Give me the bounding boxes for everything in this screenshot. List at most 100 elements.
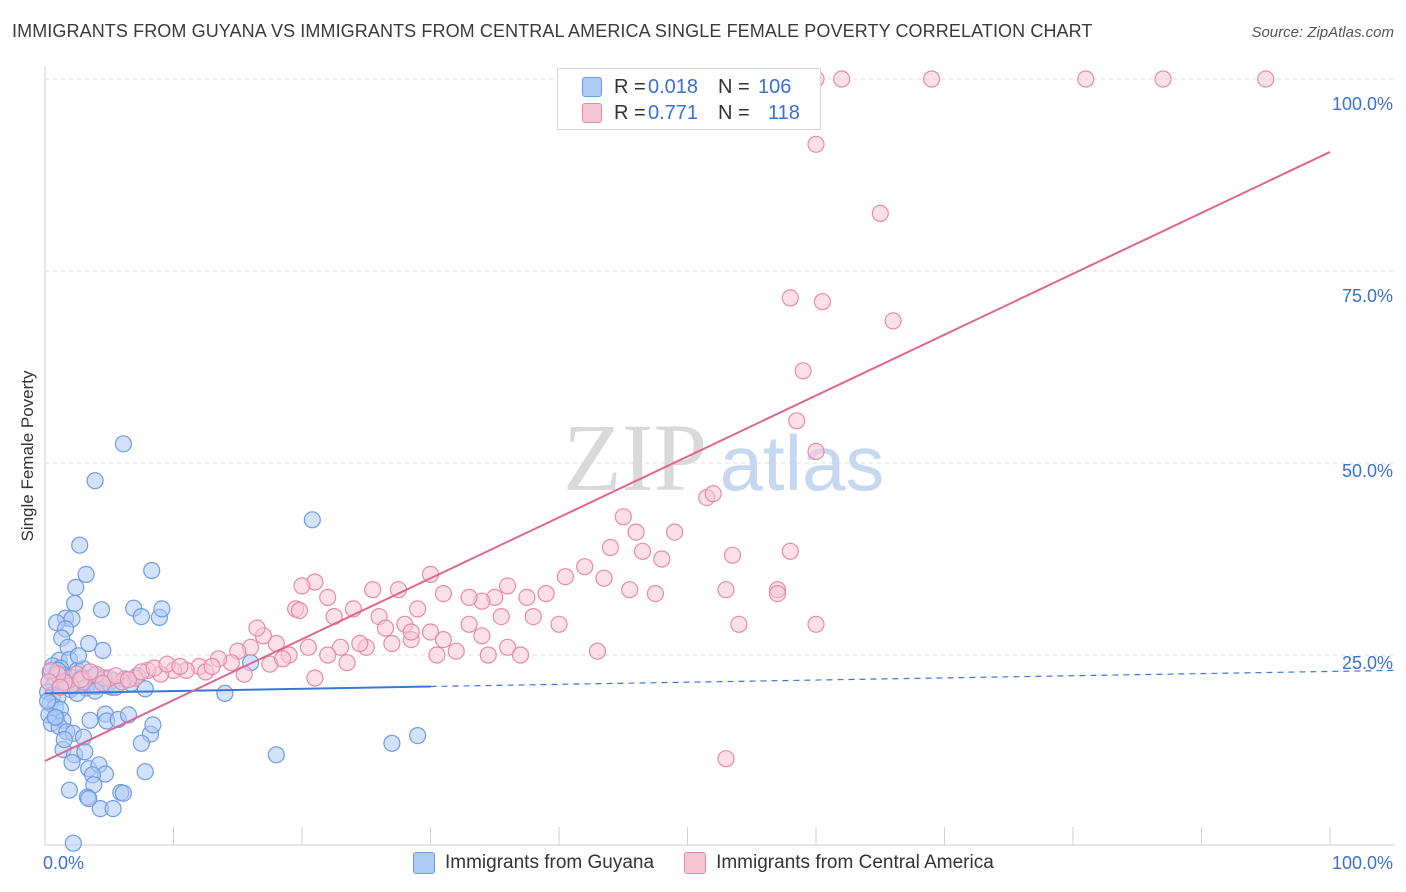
guyana-point: [383, 734, 401, 752]
central-america-point: [627, 523, 645, 541]
central-america-point: [781, 542, 799, 560]
y-tick-label: 100.0%: [1332, 94, 1393, 114]
guyana-point: [86, 472, 104, 490]
central-america-point: [409, 600, 427, 618]
guyana-point: [71, 536, 89, 554]
central-america-point: [171, 657, 189, 676]
central-america-point: [338, 654, 356, 672]
grid-lines: [45, 78, 1395, 656]
y-axis-title: Single Female Poverty: [18, 370, 37, 542]
central-america-point: [299, 638, 317, 656]
guyana-point: [132, 734, 150, 752]
central-america-point: [460, 588, 478, 607]
central-america-point: [550, 615, 568, 633]
legend-n-label: N =: [718, 101, 750, 124]
central-america-point: [306, 669, 324, 687]
central-america-point: [704, 485, 722, 503]
central-america-point: [51, 678, 70, 696]
central-america-point: [460, 615, 478, 633]
central-america-point: [833, 70, 851, 88]
chart-title: IMMIGRANTS FROM GUYANA VS IMMIGRANTS FRO…: [12, 21, 1093, 41]
central-america-point: [717, 581, 735, 599]
legend-n-label: N =: [718, 75, 750, 98]
guyana-point: [94, 641, 112, 660]
legend-row-guyana: R = 0.018 N = 106: [582, 76, 791, 98]
tick-labels: 25.0% 50.0% 75.0% 100.0% 0.0% 100.0%: [43, 94, 1393, 873]
guyana-trend-line: [44, 685, 431, 695]
central-america-point: [537, 584, 555, 603]
central-america-point: [293, 577, 311, 595]
legend-n-value: 118: [768, 101, 800, 124]
y-tick-label: 75.0%: [1342, 286, 1393, 306]
central-america-point: [376, 619, 395, 637]
guyana-point: [63, 753, 81, 772]
central-america-point: [576, 558, 594, 576]
central-america-point: [871, 204, 889, 222]
central-america-point: [119, 670, 138, 689]
central-america-point: [601, 538, 620, 557]
guyana-point: [65, 594, 84, 613]
guyana-point: [38, 692, 57, 710]
legend-r-value: 0.771: [648, 101, 699, 124]
guyana-point: [144, 716, 162, 734]
guyana-point: [114, 435, 133, 453]
central-america-point: [319, 588, 337, 607]
legend: R = 0.018 N = 106 R = 0.771 N = 118: [557, 68, 821, 130]
x-tick-label: 0.0%: [43, 853, 84, 873]
central-america-point: [1077, 70, 1095, 88]
central-america-point: [511, 646, 530, 664]
guyana-trend-line-extension: [430, 669, 1396, 688]
central-america-point: [807, 442, 825, 461]
bottom-legend-swatch-guyana: [413, 852, 435, 874]
guyana-point: [104, 799, 122, 818]
guyana-point: [143, 561, 161, 580]
guyana-point: [55, 730, 73, 749]
bottom-legend-item-central-america[interactable]: Immigrants from Central America: [684, 852, 994, 874]
central-america-point: [730, 615, 748, 633]
central-america-point: [421, 623, 440, 641]
central-america-point: [319, 646, 337, 664]
bottom-legend-item-guyana[interactable]: Immigrants from Guyana: [413, 852, 654, 874]
guyana-point: [80, 634, 98, 653]
guyana-point: [132, 607, 150, 626]
central-america-point: [813, 293, 832, 311]
central-america-point: [428, 646, 446, 664]
central-america-point: [723, 546, 742, 564]
central-america-point: [788, 412, 806, 430]
central-america-point: [665, 523, 684, 541]
guyana-point: [46, 708, 64, 726]
bottom-legend: Immigrants from Guyana Immigrants from C…: [413, 852, 1024, 874]
guyana-point: [77, 565, 95, 584]
central-america-point: [351, 634, 369, 653]
guyana-point: [114, 784, 133, 802]
central-america-point: [364, 581, 382, 599]
central-america-point: [1154, 70, 1172, 88]
y-tick-label: 25.0%: [1342, 653, 1393, 673]
trend-lines: [44, 151, 1396, 762]
central-america-point: [633, 542, 652, 560]
guyana-point: [60, 781, 79, 799]
guyana-point: [267, 746, 285, 764]
y-tick-label: 50.0%: [1342, 461, 1393, 481]
central-america-point: [794, 362, 812, 380]
central-america-point: [492, 607, 510, 626]
central-america-point: [556, 568, 575, 586]
legend-swatch-central-america: [582, 103, 602, 123]
guyana-point: [81, 711, 99, 729]
central-america-point: [807, 135, 825, 153]
central-america-point: [595, 569, 613, 587]
legend-swatch-guyana: [582, 77, 602, 97]
central-america-point: [473, 627, 491, 645]
bottom-legend-label-guyana: Immigrants from Guyana: [445, 852, 655, 873]
guyana-point: [216, 684, 234, 703]
central-america-point: [274, 650, 292, 668]
guyana-point: [92, 601, 111, 619]
central-america-point: [81, 663, 99, 681]
central-america-point: [402, 623, 420, 641]
central-america-point: [922, 70, 941, 88]
guyana-point: [67, 578, 85, 597]
central-america-point: [524, 607, 542, 626]
guyana-point: [76, 743, 94, 761]
guyana-point: [409, 726, 427, 745]
